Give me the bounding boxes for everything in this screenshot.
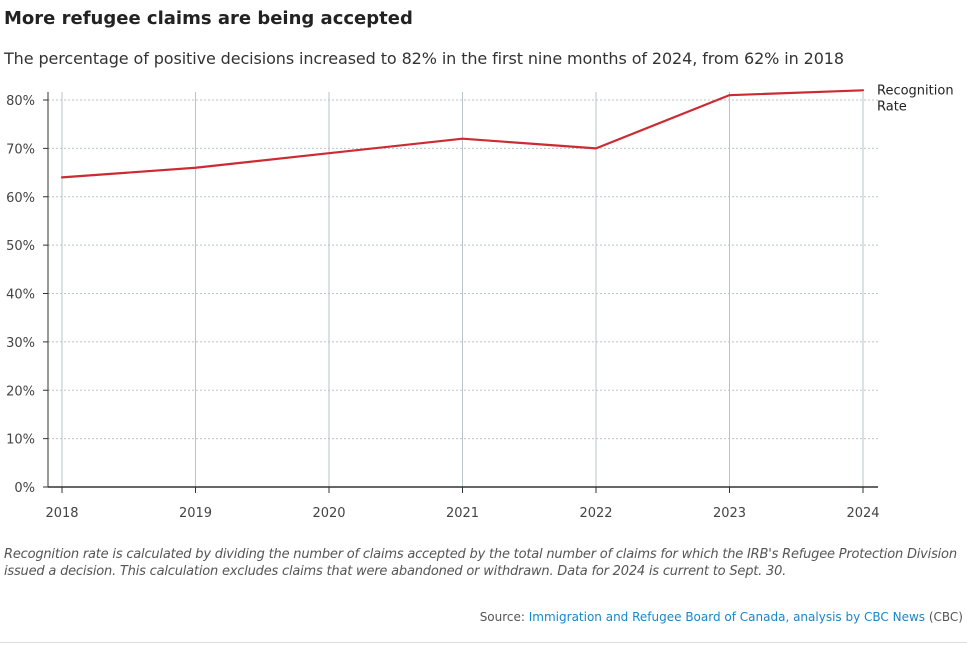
y-tick-label: 30% bbox=[6, 336, 35, 351]
x-tick-label: 2020 bbox=[312, 506, 345, 521]
methodology-note: Recognition rate is calculated by dividi… bbox=[4, 547, 957, 579]
chart-subtitle: The percentage of positive decisions inc… bbox=[4, 49, 844, 68]
y-tick-label: 50% bbox=[6, 239, 35, 254]
x-tick-label: 2018 bbox=[45, 506, 78, 521]
bottom-divider bbox=[0, 642, 967, 643]
series-label-line: Rate bbox=[877, 99, 907, 114]
x-tick-label: 2022 bbox=[579, 506, 612, 521]
source-link[interactable]: Immigration and Refugee Board of Canada,… bbox=[528, 610, 926, 624]
line-chart: 0% 10% 20% 30% 40% 50% 60% 70% 80% 2018 2019 2020 20… bbox=[6, 83, 954, 521]
x-tick-label: 2019 bbox=[179, 506, 212, 521]
x-tick-label: 2021 bbox=[446, 506, 479, 521]
y-tick-label: 70% bbox=[6, 142, 35, 157]
source-line: Source: Immigration and Refugee Board of… bbox=[480, 610, 963, 624]
series-label-line: Recognition bbox=[877, 83, 954, 98]
y-tick-label: 60% bbox=[6, 191, 35, 206]
series-line-recognition-rate bbox=[60, 89, 865, 179]
chart-title: More refugee claims are being accepted bbox=[4, 8, 413, 29]
y-tick-label: 80% bbox=[6, 94, 35, 109]
source-prefix: Source: bbox=[479, 610, 529, 624]
x-tick-label: 2023 bbox=[713, 506, 746, 521]
axes: 0% 10% 20% 30% 40% 50% 60% 70% 80% 2018 2019 2020 20… bbox=[6, 92, 880, 521]
series-label: Recognition Rate bbox=[877, 83, 954, 114]
y-tick-label: 10% bbox=[6, 433, 35, 448]
series-lines bbox=[60, 89, 865, 179]
series-labels: Recognition Rate bbox=[877, 83, 954, 114]
y-tick-label: 0% bbox=[14, 481, 35, 496]
y-tick-label: 20% bbox=[6, 384, 35, 399]
source-suffix: (CBC) bbox=[925, 610, 963, 624]
grid-lines bbox=[48, 92, 878, 487]
y-tick-label: 40% bbox=[6, 288, 35, 303]
x-tick-label: 2024 bbox=[846, 506, 879, 521]
